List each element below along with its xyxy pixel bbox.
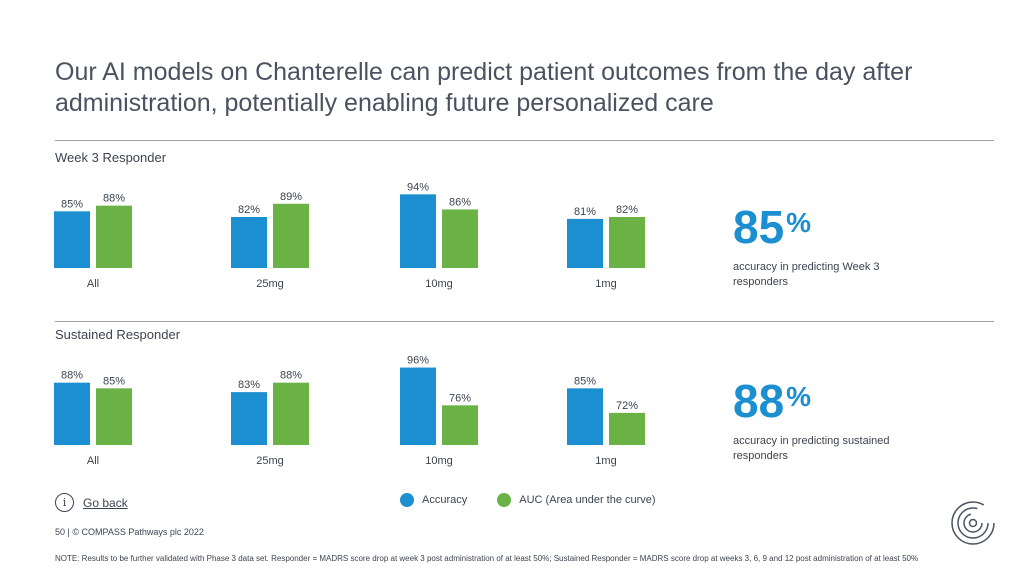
bar-auc-all [96,388,132,445]
big-stat-description: accuracy in predicting Week 3 responders [733,261,880,288]
legend-label-auc: AUC (Area under the curve) [519,494,656,506]
legend-swatch-auc [497,493,512,507]
data-label: 81% [574,206,596,218]
go-back-link[interactable]: Go back [83,495,128,510]
legend-item-accuracy: Accuracy [400,493,467,507]
data-label: 85% [574,375,596,387]
big-stat-unit: % [786,381,812,412]
bar-accuracy-25mg [231,392,267,445]
category-label: 1mg [595,455,616,467]
data-label: 86% [449,196,471,208]
data-label: 76% [449,392,471,404]
data-label: 85% [61,198,83,210]
bar-accuracy-10mg [400,194,436,268]
data-label: 88% [61,370,83,382]
divider [55,140,994,141]
legend-swatch-accuracy [400,493,414,507]
footnote: NOTE: Results to be further validated wi… [55,554,919,563]
data-label: 83% [238,379,260,391]
category-label: 25mg [256,278,284,290]
category-label: 1mg [595,278,616,290]
bar-accuracy-25mg [231,217,267,268]
chart-sustained-responder: 88% 85% All 83% 88% 25mg 96% 76% 10mg 85% 72% 1mg [54,355,645,467]
category-label: 10mg [425,455,453,467]
data-label: 88% [280,370,302,382]
category-label: All [87,455,99,467]
chart-week3-responder: 85% 88% All 82% 89% 25mg 94% 86% 10mg 81% 82% 1mg [54,181,645,290]
category-label: All [87,278,99,290]
chart-legend: Accuracy AUC (Area under the curve) [400,493,686,507]
legend-label-accuracy: Accuracy [422,494,468,506]
bar-auc-1mg [609,217,645,268]
compass-logo-icon [951,501,995,545]
bar-auc-all [96,205,132,268]
big-stat-description: accuracy in predicting sustained respond… [733,435,890,462]
data-label: 94% [407,181,429,193]
bar-accuracy-1mg [567,388,603,445]
data-label: 82% [238,204,260,216]
legend-item-auc: AUC (Area under the curve) [497,493,656,507]
bar-auc-25mg [273,203,309,268]
bar-accuracy-all [54,211,90,268]
bar-accuracy-1mg [567,218,603,268]
go-back-control[interactable]: i Go back [55,493,128,512]
data-label: 72% [616,400,638,412]
bar-accuracy-10mg [400,367,436,445]
data-label: 82% [616,204,638,216]
info-icon: i [55,493,74,512]
chart-title-week3: Week 3 Responder [55,150,167,165]
category-label: 25mg [256,455,284,467]
big-stat-value: 88 [733,375,785,427]
big-stat-sustained: 88% [733,378,811,424]
bar-auc-10mg [442,405,478,445]
bar-auc-25mg [273,382,309,445]
big-stat-value: 85 [733,201,785,253]
chart-title-sustained: Sustained Responder [55,327,181,342]
bar-auc-1mg [609,412,645,445]
footer: 50 | © COMPASS Pathways plc 2022 [55,527,204,537]
data-label: 89% [280,191,302,203]
big-stat-unit: % [786,207,812,238]
data-label: 88% [103,193,125,205]
bar-accuracy-all [54,382,90,445]
divider [55,321,994,322]
page-title: Our AI models on Chanterelle can predict… [55,58,913,117]
data-label: 85% [103,375,125,387]
category-label: 10mg [425,278,453,290]
bar-auc-10mg [442,209,478,268]
big-stat-week3: 85% [733,204,811,250]
data-label: 96% [407,355,429,367]
